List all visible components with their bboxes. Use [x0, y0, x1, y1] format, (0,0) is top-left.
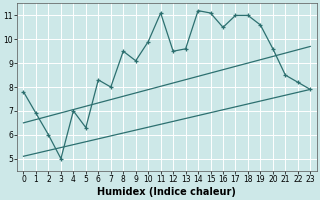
X-axis label: Humidex (Indice chaleur): Humidex (Indice chaleur) — [98, 187, 236, 197]
